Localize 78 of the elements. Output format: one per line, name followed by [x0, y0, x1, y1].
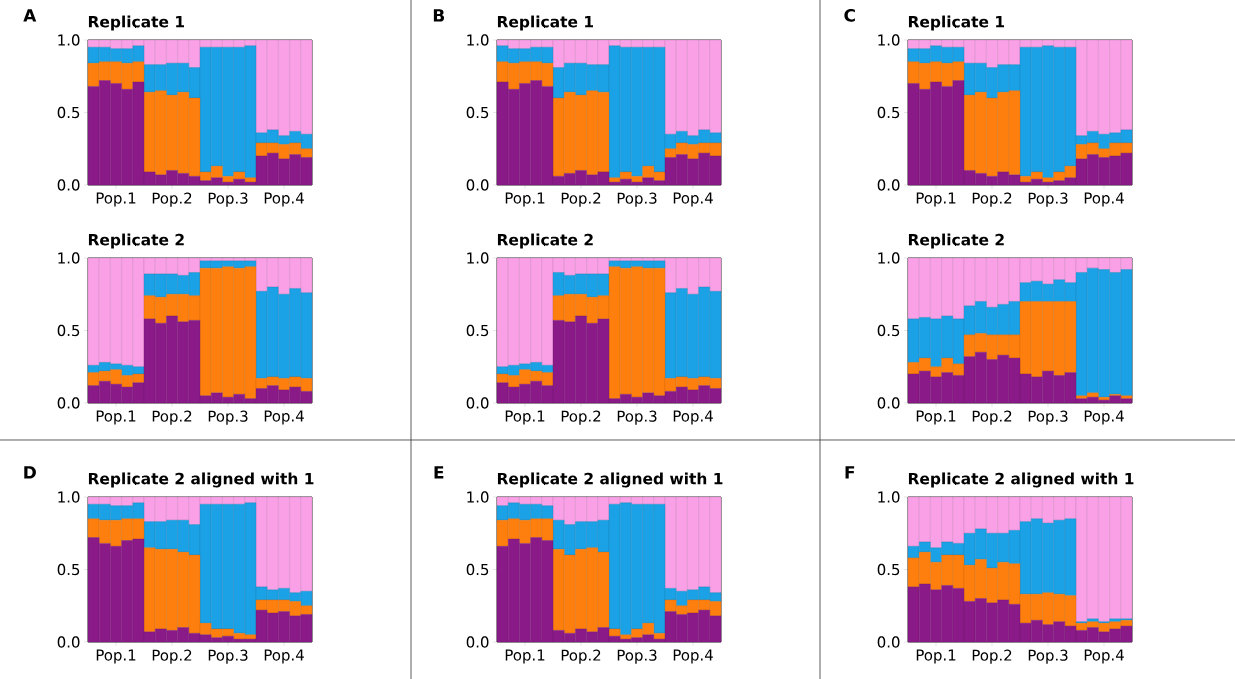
chart-title: Replicate 2 aligned with 1 — [908, 472, 1134, 488]
y-tick-label: 1.0 — [878, 252, 900, 264]
x-tick-label: Pop.3 — [208, 192, 248, 207]
x-tick-label: Pop.3 — [1028, 192, 1068, 207]
x-tick-label: Pop.2 — [152, 192, 192, 207]
text: B — [433, 9, 445, 22]
text: D — [24, 466, 36, 479]
x-tick-label: Pop.2 — [561, 649, 601, 664]
y-tick-label: 0.5 — [877, 563, 900, 576]
y-tick-label: 1.0 — [58, 252, 80, 264]
x-tick-label: Pop.4 — [673, 649, 713, 664]
y-tick-label: 0.0 — [57, 397, 80, 409]
y-tick-label: 0.0 — [877, 397, 900, 409]
x-tick-label: Pop.1 — [505, 649, 545, 664]
y-tick-label: 0.0 — [466, 636, 489, 648]
x-tick-label: Pop.2 — [972, 649, 1012, 664]
chart-title: Replicate 2 — [497, 233, 593, 249]
x-tick-label: Pop.1 — [96, 410, 136, 425]
y-tick-label: 1.0 — [878, 491, 900, 503]
x-tick-label: Pop.4 — [673, 192, 713, 207]
x-tick-label: Pop.3 — [617, 649, 657, 664]
x-tick-label: Pop.1 — [505, 192, 545, 207]
y-tick-label: 0.5 — [57, 106, 80, 119]
x-tick-label: Pop.2 — [152, 410, 192, 425]
x-tick-label: Pop.4 — [1084, 649, 1124, 664]
x-tick-label: Pop.4 — [264, 649, 304, 664]
y-tick-label: 0.0 — [877, 179, 900, 191]
y-tick-label: 1.0 — [878, 34, 900, 46]
y-tick-label: 0.0 — [877, 636, 900, 648]
y-tick-label: 0.0 — [57, 636, 80, 648]
y-tick-label: 1.0 — [467, 34, 489, 46]
chart-title: Replicate 2 — [908, 233, 1004, 249]
y-tick-label: 1.0 — [58, 34, 80, 46]
x-tick-label: Pop.4 — [1084, 192, 1124, 207]
text: C — [844, 8, 855, 22]
y-tick-label: 1.0 — [467, 491, 489, 503]
x-tick-label: Pop.1 — [96, 649, 136, 664]
chart-title: Replicate 1 — [908, 15, 1005, 31]
x-tick-label: Pop.2 — [972, 192, 1012, 207]
x-tick-label: Pop.3 — [208, 410, 248, 425]
x-tick-label: Pop.1 — [505, 410, 545, 425]
y-tick-label: 0.0 — [466, 397, 489, 409]
y-tick-label: 1.0 — [467, 252, 489, 264]
y-tick-label: 0.5 — [466, 106, 489, 119]
x-tick-label: Pop.4 — [673, 410, 713, 425]
x-tick-label: Pop.4 — [264, 192, 304, 207]
x-tick-label: Pop.3 — [617, 410, 657, 425]
chart-title: Replicate 2 — [88, 233, 184, 249]
x-tick-label: Pop.2 — [561, 410, 601, 425]
y-tick-label: 0.5 — [877, 106, 900, 119]
text: E — [434, 466, 444, 479]
y-tick-label: 0.5 — [877, 324, 900, 337]
y-tick-label: 1.0 — [58, 491, 80, 503]
x-tick-label: Pop.2 — [561, 192, 601, 207]
x-tick-label: Pop.3 — [1028, 649, 1068, 664]
x-tick-label: Pop.2 — [972, 410, 1012, 425]
x-tick-label: Pop.1 — [916, 649, 956, 664]
y-tick-label: 0.5 — [57, 324, 80, 337]
x-tick-label: Pop.3 — [1028, 410, 1068, 425]
text: A — [23, 9, 37, 22]
x-tick-label: Pop.4 — [1084, 410, 1124, 425]
chart-title: Replicate 1 — [88, 15, 185, 31]
x-tick-label: Pop.3 — [208, 649, 248, 664]
x-tick-label: Pop.1 — [96, 192, 136, 207]
x-tick-label: Pop.1 — [916, 410, 956, 425]
chart-title: Replicate 2 aligned with 1 — [88, 472, 314, 488]
y-tick-label: 0.5 — [57, 563, 80, 576]
x-tick-label: Pop.4 — [264, 410, 304, 425]
x-tick-label: Pop.1 — [916, 192, 956, 207]
y-tick-label: 0.0 — [57, 179, 80, 191]
x-tick-label: Pop.2 — [152, 649, 192, 664]
chart-title: Replicate 1 — [497, 15, 594, 31]
y-tick-label: 0.0 — [466, 179, 489, 191]
y-tick-label: 0.5 — [466, 563, 489, 576]
text: F — [845, 466, 855, 479]
x-tick-label: Pop.3 — [617, 192, 657, 207]
y-tick-label: 0.5 — [466, 324, 489, 337]
chart-title: Replicate 2 aligned with 1 — [497, 472, 723, 488]
